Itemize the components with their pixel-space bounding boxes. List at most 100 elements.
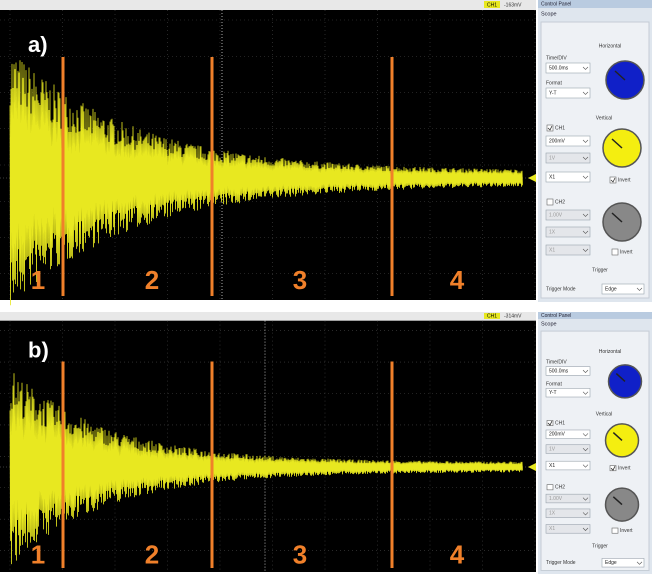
select-value: X1 bbox=[549, 463, 555, 469]
select[interactable] bbox=[545, 226, 591, 238]
dropdown-arrow bbox=[582, 391, 589, 395]
checkbox-label: Invert bbox=[620, 249, 633, 255]
dropdown-arrow bbox=[582, 527, 589, 531]
select-value: 1X bbox=[549, 511, 556, 517]
knob-pointer bbox=[612, 496, 623, 506]
dropdown-arrow bbox=[582, 156, 589, 160]
checkbox[interactable] bbox=[546, 420, 554, 426]
readout-badge bbox=[484, 1, 500, 8]
select-value: Y-T bbox=[549, 90, 557, 96]
checkbox[interactable] bbox=[546, 124, 554, 132]
dropdown-arrow bbox=[582, 369, 589, 374]
knob-pointer bbox=[612, 432, 623, 441]
field-label: Trigger Mode bbox=[546, 286, 576, 292]
region-label: 1 bbox=[31, 539, 45, 569]
dropdown-arrow bbox=[582, 464, 589, 468]
select[interactable] bbox=[545, 388, 591, 398]
section-heading: Vertical bbox=[596, 115, 612, 121]
select[interactable] bbox=[545, 429, 591, 439]
trigger-marker bbox=[528, 174, 536, 182]
checkbox[interactable] bbox=[546, 198, 554, 206]
select[interactable] bbox=[545, 62, 591, 74]
check-mark bbox=[610, 465, 616, 471]
select[interactable] bbox=[545, 524, 591, 534]
waveform bbox=[9, 373, 523, 565]
dropdown-arrow bbox=[636, 561, 643, 565]
panel-tab[interactable]: Scope bbox=[541, 322, 557, 328]
check-mark bbox=[610, 177, 616, 183]
select-value: 200mV bbox=[549, 432, 566, 438]
field-label: Format bbox=[546, 80, 562, 86]
select-value: Edge bbox=[605, 560, 617, 566]
knob-pointer bbox=[611, 138, 623, 149]
select-value: 1V bbox=[549, 446, 556, 452]
dropdown-arrow bbox=[582, 447, 589, 452]
readout-channel: CH1 bbox=[487, 2, 497, 8]
region-label: 4 bbox=[450, 265, 465, 295]
select-value: 200mV bbox=[549, 138, 566, 144]
checkbox[interactable] bbox=[609, 176, 617, 184]
knob-pointer bbox=[615, 373, 626, 382]
select-value: X1 bbox=[549, 526, 555, 532]
scope-header bbox=[0, 0, 536, 10]
region-label: 3 bbox=[293, 539, 307, 569]
select-value: Edge bbox=[605, 286, 617, 292]
select[interactable] bbox=[545, 152, 591, 164]
dropdown-arrow bbox=[582, 213, 589, 217]
select-value: 500.0ms bbox=[549, 368, 569, 374]
dropdown-arrow bbox=[582, 66, 589, 70]
dropdown-arrow bbox=[636, 287, 643, 291]
section-heading: Trigger bbox=[592, 544, 608, 550]
checkbox-label: CH1 bbox=[555, 420, 565, 426]
dropdown-arrow bbox=[582, 248, 589, 252]
select[interactable] bbox=[545, 366, 591, 376]
field-label: Trigger Mode bbox=[546, 560, 576, 566]
select[interactable] bbox=[545, 209, 591, 221]
checkbox[interactable] bbox=[609, 465, 617, 472]
field-label: Time/DIV bbox=[546, 55, 567, 61]
select[interactable] bbox=[601, 558, 645, 568]
checkbox[interactable] bbox=[546, 484, 554, 491]
panel-title: Control Panel bbox=[541, 313, 571, 319]
region-label: 3 bbox=[293, 265, 307, 295]
dropdown-arrow bbox=[582, 433, 589, 437]
select-value: X1 bbox=[549, 247, 555, 253]
select[interactable] bbox=[545, 244, 591, 256]
checkbox[interactable] bbox=[611, 248, 619, 256]
panel-titlebar bbox=[538, 0, 652, 8]
checkbox-label: CH1 bbox=[555, 125, 565, 131]
dropdown-arrow bbox=[582, 139, 589, 143]
select-value: 1.00V bbox=[549, 496, 563, 502]
check-mark bbox=[547, 125, 553, 131]
select[interactable] bbox=[545, 444, 591, 454]
readout-value: -163mV bbox=[504, 2, 522, 8]
select[interactable] bbox=[545, 135, 591, 147]
select[interactable] bbox=[545, 508, 591, 518]
section-heading: Horizontal bbox=[599, 349, 622, 355]
horizontal-knob[interactable] bbox=[607, 364, 643, 399]
select-value: 1X bbox=[549, 229, 556, 235]
select-value: Y-T bbox=[549, 390, 557, 396]
select[interactable] bbox=[545, 87, 591, 99]
field-label: Time/DIV bbox=[546, 360, 567, 366]
select[interactable] bbox=[545, 493, 591, 504]
select[interactable] bbox=[545, 171, 591, 183]
panel-label: a) bbox=[28, 32, 48, 57]
dropdown-arrow bbox=[582, 497, 589, 501]
checkbox-label: Invert bbox=[620, 528, 633, 534]
region-label: 1 bbox=[31, 265, 45, 295]
region-label: 2 bbox=[145, 539, 159, 569]
select[interactable] bbox=[545, 460, 591, 471]
checkbox-label: CH2 bbox=[555, 199, 565, 205]
scope-header bbox=[0, 312, 536, 321]
knob-pointer bbox=[614, 70, 626, 81]
panel-tab[interactable]: Scope bbox=[541, 11, 557, 17]
check-mark bbox=[547, 420, 553, 426]
select[interactable] bbox=[601, 283, 645, 295]
checkbox[interactable] bbox=[611, 527, 619, 534]
dropdown-arrow bbox=[582, 230, 589, 234]
panel-title: Control Panel bbox=[541, 1, 571, 7]
checkbox-label: Invert bbox=[618, 177, 631, 183]
